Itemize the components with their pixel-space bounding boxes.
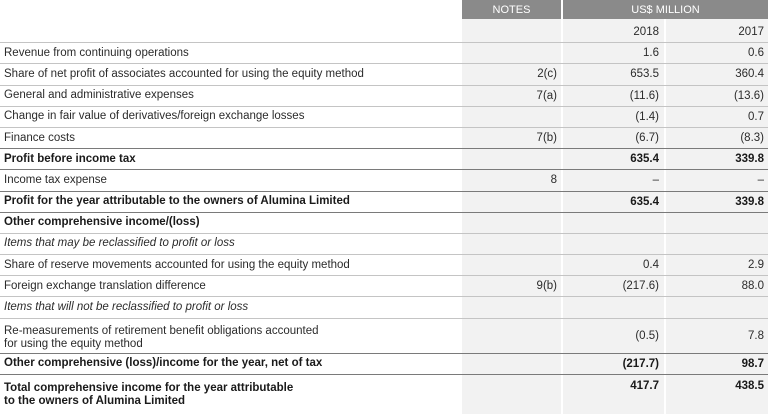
value-2017: 438.5 xyxy=(735,379,764,392)
value-2017: – xyxy=(757,174,764,187)
row-revenue: Revenue from continuing operations 1.6 0… xyxy=(0,43,768,65)
row-share-of-net-profit: Share of net profit of associates accoun… xyxy=(0,64,768,86)
value-2017: (13.6) xyxy=(733,89,764,102)
row-reclassified-subheading: Items that may be reclassified to profit… xyxy=(0,234,768,256)
row-note xyxy=(462,375,561,410)
year-header-row: 2018 2017 xyxy=(0,22,768,44)
row-note: 7(a) xyxy=(536,89,557,102)
row-note xyxy=(462,149,561,169)
row-label: Total comprehensive income for the year … xyxy=(4,381,294,407)
row-note xyxy=(462,107,561,127)
value-2018: (11.6) xyxy=(629,89,659,102)
value-2018: 635.4 xyxy=(630,195,659,208)
value-2018: (1.4) xyxy=(635,110,659,123)
value-2018: (217.7) xyxy=(622,357,659,370)
value-2018: 0.4 xyxy=(643,259,659,272)
value-2018 xyxy=(563,234,664,254)
value-2017 xyxy=(666,297,768,317)
row-note: 8 xyxy=(550,174,557,187)
row-label: Foreign exchange translation difference xyxy=(4,279,206,292)
value-2017: 339.8 xyxy=(735,153,764,166)
statement-rows: 2018 2017 Revenue from continuing operat… xyxy=(0,22,768,410)
row-note xyxy=(462,354,561,374)
value-2017: 88.0 xyxy=(741,280,764,293)
value-2017: 98.7 xyxy=(741,357,764,370)
year-2018-label: 2018 xyxy=(633,26,659,39)
value-2017: 360.4 xyxy=(735,68,764,81)
row-label: Other comprehensive income/(loss) xyxy=(4,216,200,229)
row-label: Other comprehensive (loss)/income for th… xyxy=(4,357,323,370)
value-2018 xyxy=(563,213,664,233)
row-label: Income tax expense xyxy=(4,173,107,186)
row-finance-costs: Finance costs 7(b) (6.7) (8.3) xyxy=(0,128,768,150)
row-note xyxy=(462,213,561,233)
row-note xyxy=(462,22,561,42)
value-2017: 339.8 xyxy=(735,195,764,208)
row-note xyxy=(462,43,561,63)
notes-column-shading xyxy=(462,0,561,414)
row-profit-before-tax: Profit before income tax 635.4 339.8 xyxy=(0,149,768,171)
row-note: 2(c) xyxy=(537,68,557,81)
row-note xyxy=(462,234,561,254)
row-label: Revenue from continuing operations xyxy=(4,46,189,59)
year-2018-column-shading xyxy=(563,0,664,414)
row-profit-for-year: Profit for the year attributable to the … xyxy=(0,192,768,213)
row-label: Profit for the year attributable to the … xyxy=(4,195,350,208)
row-label: General and administrative expenses xyxy=(4,89,194,102)
row-note xyxy=(462,297,561,317)
row-note xyxy=(462,255,561,275)
value-2018: 1.6 xyxy=(643,47,659,60)
row-share-of-reserve-movements: Share of reserve movements accounted for… xyxy=(0,255,768,277)
row-note xyxy=(462,192,561,212)
row-oci-heading: Other comprehensive income/(loss) xyxy=(0,213,768,234)
value-2018: (6.7) xyxy=(635,132,659,145)
row-general-admin-expenses: General and administrative expenses 7(a)… xyxy=(0,86,768,107)
value-2017: 0.7 xyxy=(748,110,764,123)
row-not-reclassified-subheading: Items that will not be reclassified to p… xyxy=(0,297,768,319)
currency-header: US$ MILLION xyxy=(563,0,768,19)
value-2018: 635.4 xyxy=(630,153,659,166)
value-2017 xyxy=(666,213,768,233)
row-label: Finance costs xyxy=(4,131,75,144)
value-2017: 7.8 xyxy=(748,329,764,342)
row-label: Items that will not be reclassified to p… xyxy=(4,301,249,314)
row-label xyxy=(4,22,456,42)
row-label: Change in fair value of derivatives/fore… xyxy=(4,110,305,123)
row-note xyxy=(462,319,561,353)
row-note: 7(b) xyxy=(536,132,557,145)
notes-header: NOTES xyxy=(462,0,561,19)
value-2017: 2.9 xyxy=(748,259,764,272)
value-2017: 0.6 xyxy=(748,47,764,60)
row-fx-translation-difference: Foreign exchange translation difference … xyxy=(0,276,768,298)
year-2017-label: 2017 xyxy=(738,26,764,39)
value-2018: 417.7 xyxy=(630,379,659,392)
row-label: Items that may be reclassified to profit… xyxy=(4,237,235,250)
value-2017: (8.3) xyxy=(740,132,764,145)
row-label: Re-measurements of retirement benefit ob… xyxy=(4,324,319,350)
row-fair-value-change: Change in fair value of derivatives/fore… xyxy=(0,107,768,128)
row-label: Profit before income tax xyxy=(4,152,136,165)
value-2018 xyxy=(563,297,664,317)
year-2017-column-shading xyxy=(666,0,768,414)
row-income-tax-expense: Income tax expense 8 – – xyxy=(0,170,768,192)
value-2018: (217.6) xyxy=(622,280,659,293)
value-2018: – xyxy=(652,174,659,187)
value-2018: (0.5) xyxy=(635,329,659,342)
value-2018: 653.5 xyxy=(630,68,659,81)
row-total-comprehensive-income: Total comprehensive income for the year … xyxy=(0,375,768,410)
row-other-comprehensive-total: Other comprehensive (loss)/income for th… xyxy=(0,354,768,375)
row-label: Share of net profit of associates accoun… xyxy=(4,67,364,80)
row-retirement-remeasurements: Re-measurements of retirement benefit ob… xyxy=(0,319,768,354)
value-2017 xyxy=(666,234,768,254)
row-note: 9(b) xyxy=(536,280,557,293)
row-label: Share of reserve movements accounted for… xyxy=(4,258,350,271)
